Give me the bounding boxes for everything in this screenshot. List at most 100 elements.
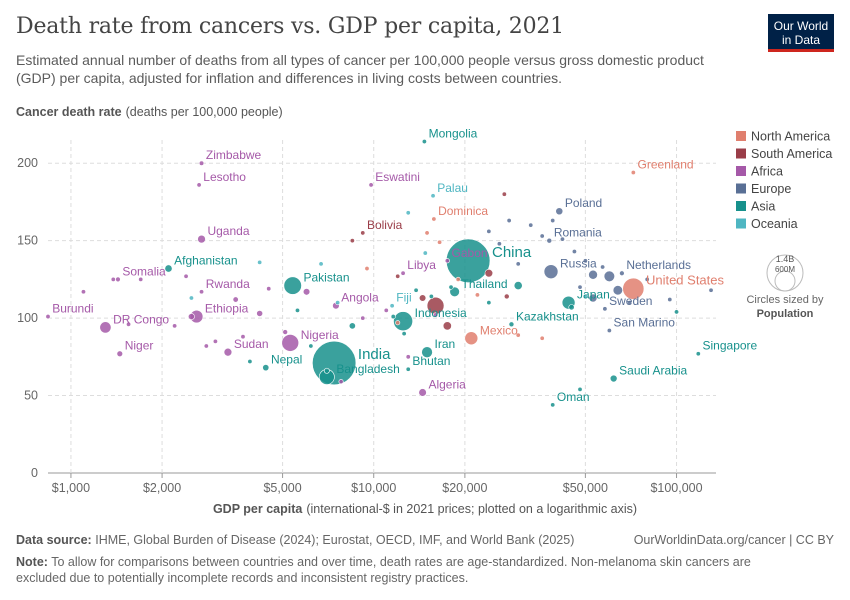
point-oceania[interactable] bbox=[257, 259, 263, 265]
point-oceania[interactable] bbox=[188, 295, 194, 301]
point-south-america[interactable] bbox=[484, 269, 494, 278]
point-europe[interactable] bbox=[577, 284, 583, 290]
point-asia[interactable] bbox=[674, 309, 680, 315]
point-oceania[interactable] bbox=[405, 210, 411, 216]
point-europe[interactable] bbox=[600, 264, 606, 270]
point-asia[interactable] bbox=[568, 304, 575, 311]
point-libya[interactable] bbox=[400, 270, 406, 276]
point-south-america[interactable] bbox=[418, 294, 427, 302]
point-europe[interactable] bbox=[486, 228, 492, 234]
point-somalia[interactable] bbox=[115, 276, 121, 283]
point-bolivia[interactable] bbox=[360, 230, 366, 236]
point-africa[interactable] bbox=[405, 354, 411, 360]
point-niger[interactable] bbox=[116, 350, 123, 357]
point-south-america[interactable] bbox=[349, 238, 355, 244]
point-north-america[interactable] bbox=[455, 276, 461, 282]
point-oceania[interactable] bbox=[422, 250, 428, 256]
point-palau[interactable] bbox=[430, 193, 436, 199]
point-north-america[interactable] bbox=[474, 292, 480, 298]
point-europe[interactable] bbox=[539, 233, 545, 239]
point-north-america[interactable] bbox=[515, 332, 521, 338]
point-europe[interactable] bbox=[667, 297, 673, 303]
point-fiji[interactable] bbox=[389, 303, 395, 309]
point-mexico[interactable] bbox=[464, 331, 479, 346]
point-europe[interactable] bbox=[550, 218, 556, 224]
point-north-america[interactable] bbox=[395, 320, 401, 326]
point-africa[interactable] bbox=[188, 313, 195, 320]
point-africa[interactable] bbox=[383, 307, 389, 313]
point-gabon[interactable] bbox=[444, 258, 450, 264]
point-south-america[interactable] bbox=[442, 321, 452, 331]
point-africa[interactable] bbox=[110, 276, 116, 282]
point-europe[interactable] bbox=[588, 293, 598, 303]
point-europe[interactable] bbox=[644, 276, 650, 282]
point-africa[interactable] bbox=[212, 338, 218, 344]
point-africa[interactable] bbox=[302, 288, 311, 296]
point-asia[interactable] bbox=[247, 358, 253, 364]
point-asia[interactable] bbox=[413, 287, 419, 293]
point-kazakhstan[interactable] bbox=[508, 321, 515, 328]
point-africa[interactable] bbox=[266, 286, 272, 292]
footer-url[interactable]: OurWorldinData.org/cancer | CC BY bbox=[633, 533, 834, 547]
point-sudan[interactable] bbox=[223, 347, 233, 357]
point-asia[interactable] bbox=[390, 314, 396, 320]
point-europe[interactable] bbox=[506, 218, 512, 224]
point-sweden[interactable] bbox=[602, 306, 608, 312]
point-oceania[interactable] bbox=[318, 261, 324, 267]
legend-item-oceania[interactable]: Oceania bbox=[751, 217, 798, 231]
point-south-america[interactable] bbox=[501, 191, 507, 197]
point-asia[interactable] bbox=[448, 284, 454, 290]
point-russia[interactable] bbox=[543, 264, 559, 279]
point-europe[interactable] bbox=[515, 261, 521, 267]
point-iran[interactable] bbox=[421, 346, 433, 358]
point-africa[interactable] bbox=[240, 334, 246, 340]
legend-item-asia[interactable]: Asia bbox=[751, 200, 775, 214]
point-africa[interactable] bbox=[338, 379, 344, 385]
point-europe[interactable] bbox=[588, 269, 598, 280]
point-south-america[interactable] bbox=[503, 293, 510, 300]
point-romania[interactable] bbox=[546, 237, 553, 244]
point-north-america[interactable] bbox=[437, 239, 443, 245]
point-dominica[interactable] bbox=[431, 216, 437, 222]
point-africa[interactable] bbox=[138, 276, 144, 282]
point-africa[interactable] bbox=[232, 296, 239, 303]
point-europe[interactable] bbox=[571, 249, 577, 255]
point-asia[interactable] bbox=[294, 307, 300, 313]
point-algeria[interactable] bbox=[418, 388, 427, 397]
point-africa[interactable] bbox=[360, 315, 366, 321]
owid-logo[interactable]: Our World in Data bbox=[768, 14, 834, 52]
legend-item-north-america[interactable]: North America bbox=[751, 130, 830, 144]
point-africa[interactable] bbox=[203, 343, 209, 349]
point-oman[interactable] bbox=[550, 402, 556, 408]
legend-item-europe[interactable]: Europe bbox=[751, 182, 791, 196]
point-north-america[interactable] bbox=[364, 266, 370, 272]
point-europe[interactable] bbox=[528, 222, 534, 228]
point-oceania[interactable] bbox=[335, 300, 341, 306]
point-netherlands[interactable] bbox=[619, 270, 625, 276]
point-africa[interactable] bbox=[172, 323, 178, 329]
point-asia[interactable] bbox=[428, 293, 434, 299]
point-bhutan[interactable] bbox=[405, 366, 411, 372]
point-africa[interactable] bbox=[80, 289, 86, 295]
point-oceania[interactable] bbox=[582, 293, 588, 299]
point-europe[interactable] bbox=[582, 258, 588, 264]
point-africa[interactable] bbox=[433, 312, 439, 318]
point-pakistan[interactable] bbox=[283, 276, 302, 295]
point-greenland[interactable] bbox=[630, 170, 636, 176]
point-europe[interactable] bbox=[496, 241, 502, 247]
point-zimbabwe[interactable] bbox=[198, 160, 205, 166]
point-dr-congo[interactable] bbox=[99, 321, 112, 334]
point-north-america[interactable] bbox=[539, 335, 545, 341]
point-san-marino[interactable] bbox=[606, 328, 612, 334]
legend-item-africa[interactable]: Africa bbox=[751, 165, 783, 179]
legend-item-south-america[interactable]: South America bbox=[751, 147, 832, 161]
point-united-states[interactable] bbox=[622, 277, 645, 300]
point-afghanistan[interactable] bbox=[164, 264, 173, 273]
point-europe[interactable] bbox=[603, 270, 615, 282]
point-south-america[interactable] bbox=[395, 273, 401, 279]
point-indonesia[interactable] bbox=[393, 311, 413, 332]
point-nigeria[interactable] bbox=[281, 334, 300, 352]
point-africa[interactable] bbox=[183, 273, 189, 279]
point-nepal[interactable] bbox=[262, 364, 270, 372]
point-eswatini[interactable] bbox=[368, 182, 374, 188]
